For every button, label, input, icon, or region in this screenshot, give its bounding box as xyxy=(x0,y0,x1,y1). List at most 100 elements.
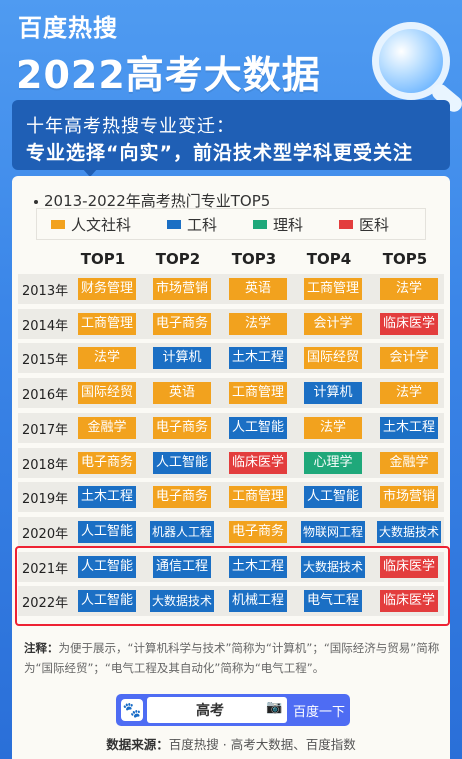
search-button[interactable]: 百度一下 xyxy=(292,705,345,720)
major-tag: 土木工程 xyxy=(380,417,438,439)
subtitle-line2: 专业选择“向实”，前沿技术型学科更受关注 xyxy=(26,142,413,164)
major-tag: 国际经贸 xyxy=(78,382,136,404)
year-label: 2022年 xyxy=(22,596,69,611)
table-row: 2015年 法学 计算机 土木工程 国际经贸 会计学 xyxy=(18,343,444,373)
major-tag: 心理学 xyxy=(304,452,362,474)
table-row: 2022年 人工智能 大数据技术 机械工程 电气工程 临床医学 xyxy=(18,586,444,616)
major-tag: 英语 xyxy=(153,382,211,404)
major-tag: 物联网工程 xyxy=(301,521,365,543)
major-tag: 大数据技术 xyxy=(301,556,365,578)
table-row: 2016年 国际经贸 英语 工商管理 计算机 法学 xyxy=(18,378,444,408)
search-input[interactable] xyxy=(147,697,287,723)
year-label: 2013年 xyxy=(22,284,69,299)
bullet-icon xyxy=(34,199,38,204)
subtitle-banner xyxy=(12,100,450,170)
major-tag: 人工智能 xyxy=(304,486,362,508)
banner-pointer xyxy=(82,168,98,177)
year-label: 2020年 xyxy=(22,527,69,542)
major-tag: 市场营销 xyxy=(153,278,211,300)
column-header: TOP1 xyxy=(80,250,126,268)
major-tag: 法学 xyxy=(229,313,287,335)
footnote-label: 注释： xyxy=(24,641,59,655)
major-tag: 金融学 xyxy=(380,452,438,474)
major-tag: 国际经贸 xyxy=(304,347,362,369)
source-label: 数据来源： xyxy=(106,737,169,752)
major-tag: 财务管理 xyxy=(78,278,136,300)
major-tag: 法学 xyxy=(78,347,136,369)
highlight-frame xyxy=(15,546,450,626)
major-tag: 人工智能 xyxy=(78,521,136,543)
legend-swatch xyxy=(51,219,65,229)
search-query[interactable]: 高考 xyxy=(196,703,224,719)
legend-item: 理科 xyxy=(253,214,303,235)
legend-swatch xyxy=(339,219,354,229)
year-label: 2017年 xyxy=(22,423,69,438)
legend-swatch xyxy=(167,219,182,229)
major-tag: 工商管理 xyxy=(304,278,362,300)
major-tag: 大数据技术 xyxy=(377,521,441,543)
major-tag: 土木工程 xyxy=(229,347,287,369)
major-tag: 临床医学 xyxy=(380,590,438,612)
legend-label: 医科 xyxy=(359,215,390,234)
legend-label: 理科 xyxy=(273,215,304,234)
major-tag: 临床医学 xyxy=(380,313,438,335)
major-tag: 法学 xyxy=(380,278,438,300)
column-header: TOP2 xyxy=(155,250,201,268)
column-header: TOP5 xyxy=(382,250,428,268)
major-tag: 法学 xyxy=(304,417,362,439)
major-tag: 电子商务 xyxy=(78,452,136,474)
major-tag: 人工智能 xyxy=(78,590,136,612)
major-tag: 工商管理 xyxy=(229,382,287,404)
table-row: 2017年 金融学 电子商务 人工智能 法学 土木工程 xyxy=(18,413,444,443)
major-tag: 通信工程 xyxy=(153,556,211,578)
year-label: 2021年 xyxy=(22,562,69,577)
year-label: 2014年 xyxy=(22,319,69,334)
major-tag: 机器人工程 xyxy=(150,521,214,543)
legend-item: 医科 xyxy=(339,214,389,235)
legend-swatch xyxy=(253,219,268,229)
major-tag: 电气工程 xyxy=(304,590,362,612)
major-tag: 人工智能 xyxy=(153,452,211,474)
year-label: 2018年 xyxy=(22,458,69,473)
major-tag: 临床医学 xyxy=(229,452,287,474)
table-row: 2018年 电子商务 人工智能 临床医学 心理学 金融学 xyxy=(18,448,444,478)
major-tag: 会计学 xyxy=(380,347,438,369)
footnote-text: 为便于展示，“计算机科学与技术”简称为“计算机”；“国际经济与贸易”简称为“国际… xyxy=(24,641,440,675)
table-row: 2021年 人工智能 通信工程 土木工程 大数据技术 临床医学 xyxy=(18,552,444,582)
major-tag: 人工智能 xyxy=(229,417,287,439)
major-tag: 计算机 xyxy=(304,382,362,404)
chart-title-text: 2013-2022年高考热门专业TOP5 xyxy=(44,192,271,210)
major-tag: 电子商务 xyxy=(153,417,211,439)
major-tag: 计算机 xyxy=(153,347,211,369)
major-tag: 英语 xyxy=(229,278,287,300)
headline: 2022高考大数据 xyxy=(16,53,321,97)
major-tag: 土木工程 xyxy=(78,486,136,508)
major-tag: 机械工程 xyxy=(229,590,287,612)
table-row: 2013年 财务管理 市场营销 英语 工商管理 法学 xyxy=(18,274,444,304)
magnifier-icon xyxy=(372,22,450,100)
year-label: 2015年 xyxy=(22,353,69,368)
table-row: 2014年 工商管理 电子商务 法学 会计学 临床医学 xyxy=(18,309,444,339)
column-header: TOP3 xyxy=(231,250,277,268)
camera-icon[interactable]: 📷 xyxy=(266,700,283,715)
data-source: 数据来源：百度热搜 · 高考大数据、百度指数 xyxy=(0,734,462,753)
major-tag: 法学 xyxy=(380,382,438,404)
chart-title: 2013-2022年高考热门专业TOP5 xyxy=(34,190,270,211)
legend-item: 人文社科 xyxy=(51,214,131,235)
major-tag: 工商管理 xyxy=(229,486,287,508)
major-tag: 电子商务 xyxy=(153,486,211,508)
footnote: 注释：为便于展示，“计算机科学与技术”简称为“计算机”；“国际经济与贸易”简称为… xyxy=(24,638,440,678)
legend-label: 人文社科 xyxy=(71,215,132,234)
brand-title: 百度热搜 xyxy=(18,14,118,42)
legend-label: 工科 xyxy=(187,215,218,234)
baidu-paw-icon[interactable]: 🐾 xyxy=(121,699,143,721)
year-label: 2019年 xyxy=(22,492,69,507)
major-tag: 人工智能 xyxy=(78,556,136,578)
major-tag: 市场营销 xyxy=(380,486,438,508)
major-tag: 会计学 xyxy=(304,313,362,335)
table-row: 2019年 土木工程 电子商务 工商管理 人工智能 市场营销 xyxy=(18,482,444,512)
year-label: 2016年 xyxy=(22,388,69,403)
major-tag: 大数据技术 xyxy=(150,590,214,612)
legend: 人文社科 工科 理科 医科 xyxy=(36,208,426,240)
